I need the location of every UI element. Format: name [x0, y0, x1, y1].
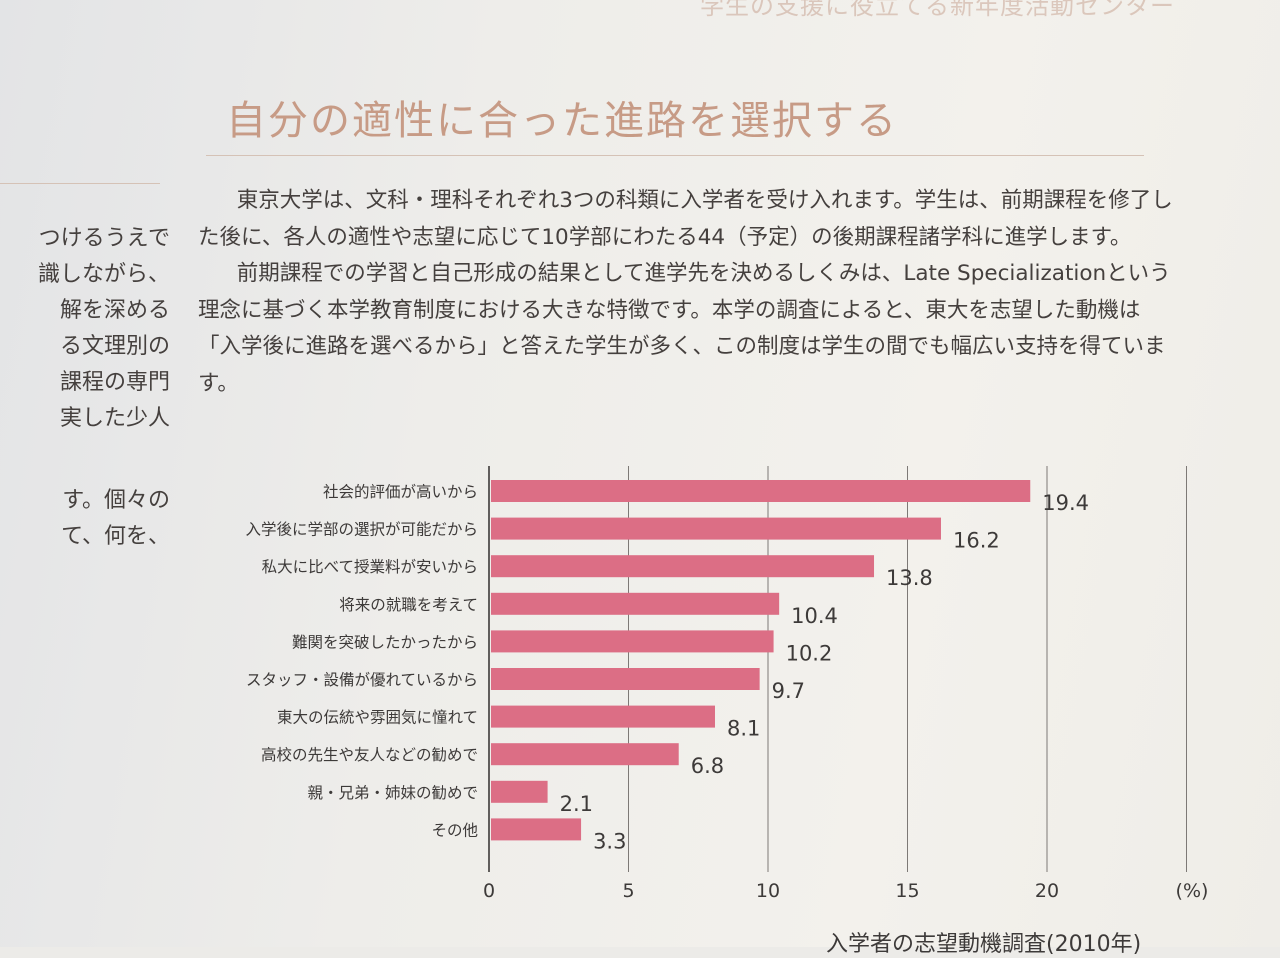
x-tick-label: 15	[895, 880, 919, 902]
category-label: スタッフ・設備が優れているから	[246, 671, 478, 689]
category-label: 社会的評価が高いから	[323, 483, 478, 501]
left-column-line: 実した少人	[59, 406, 170, 431]
x-axis-unit: (%)	[1176, 880, 1209, 902]
category-label: 私大に比べて授業料が安いから	[262, 558, 478, 576]
bar	[491, 818, 582, 841]
category-label: 高校の先生や友人などの勧めで	[261, 746, 478, 764]
running-header: 学生の支援に役立てる新年度活動センター	[700, 0, 1175, 20]
category-label: 入学後に学部の選択が可能だから	[245, 521, 478, 539]
left-column-line: 識しながら、	[37, 262, 170, 287]
value-label: 13.8	[886, 566, 933, 590]
value-label: 10.4	[791, 604, 838, 628]
bar	[491, 592, 780, 615]
bar	[491, 743, 679, 766]
value-label: 6.8	[691, 754, 724, 778]
category-label: その他	[431, 821, 478, 839]
x-tick-label: 5	[622, 880, 634, 902]
bar	[491, 517, 941, 540]
value-label: 8.1	[727, 717, 760, 741]
category-label: 将来の就職を考えて	[339, 596, 478, 614]
value-label: 3.3	[593, 829, 626, 853]
left-column-line: す。個々の	[62, 488, 170, 513]
bar	[491, 630, 774, 653]
bar	[491, 555, 875, 578]
category-label: 難関を突破したかったから	[292, 633, 478, 651]
section-title: 自分の適性に合った進路を選択する	[226, 98, 898, 144]
bar	[491, 780, 548, 803]
left-column-line: る文理別の	[59, 334, 170, 359]
title-divider	[206, 155, 1144, 156]
left-column-line: 課程の専門	[59, 370, 170, 395]
left-column-line: て、何を、	[61, 524, 170, 549]
chart-caption: 入学者の志望動機調査(2010年)	[826, 932, 1142, 957]
x-tick-label: 0	[483, 880, 495, 902]
body-paragraph-2: 前期課程での学習と自己形成の結果として進学先を決めるしくみは、Late Spec…	[198, 261, 1171, 396]
left-column-line: つけるうえで	[38, 226, 170, 251]
category-label: 東大の伝統や雰囲気に憧れて	[277, 709, 478, 727]
value-label: 16.2	[953, 529, 1000, 553]
value-label: 10.2	[786, 641, 833, 665]
bar	[491, 480, 1031, 502]
x-tick-label: 10	[756, 880, 780, 902]
body-text: 東京大学は、文科・理科それぞれ3つの科類に入学者を受け入れます。学生は、前期課程…	[198, 183, 1173, 402]
value-label: 2.1	[560, 792, 593, 816]
bar	[491, 705, 715, 728]
bar	[491, 668, 760, 690]
value-label: 9.7	[772, 679, 805, 703]
left-column-line: 解を深める	[59, 298, 170, 323]
x-tick-label: 20	[1035, 880, 1059, 902]
body-paragraph-1: 東京大学は、文科・理科それぞれ3つの科類に入学者を受け入れます。学生は、前期課程…	[198, 188, 1173, 250]
left-column-divider	[0, 183, 160, 184]
left-column: つけるうえで 識しながら、 解を深める る文理別の 課程の専門 実した少人 す。…	[0, 0, 170, 600]
value-label: 19.4	[1042, 491, 1089, 515]
category-label: 親・兄弟・姉妹の勧めで	[307, 784, 478, 802]
